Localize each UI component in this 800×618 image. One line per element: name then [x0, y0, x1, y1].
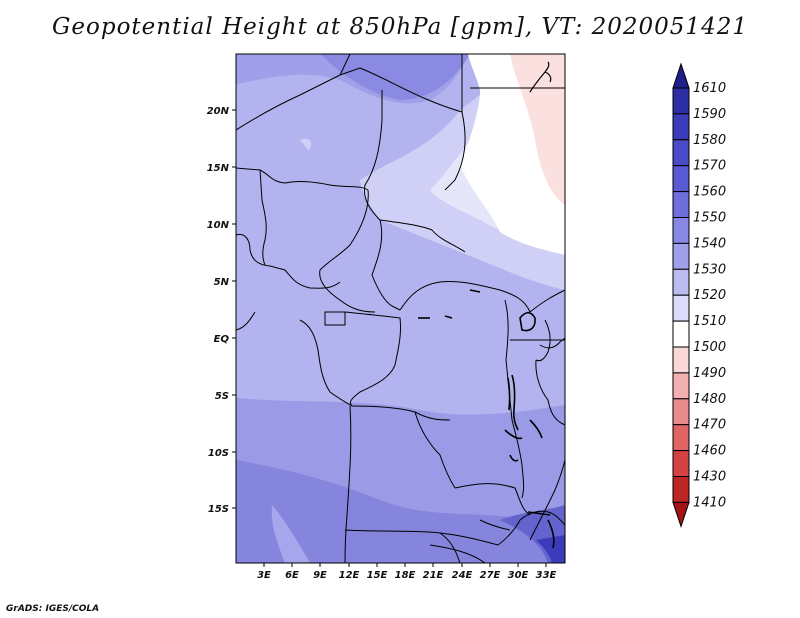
southeast-deep-low: [536, 535, 565, 563]
lon-tick-label: 30E: [508, 570, 529, 581]
colorbar-label: 1410: [693, 495, 726, 510]
colorbar: 1610 1590 1580 1570 1560 1550 1540 1530 1520 1510…: [672, 62, 726, 528]
colorbar-swatch: [672, 242, 690, 270]
lon-tick-label: 12E: [339, 570, 360, 581]
colorbar-swatch: [672, 424, 690, 452]
colorbar-swatch: [672, 398, 690, 426]
colorbar-label: 1520: [693, 288, 726, 303]
lon-tick-label: 21E: [423, 570, 444, 581]
colorbar-swatch: [672, 476, 690, 503]
lon-tick-label: 33E: [536, 570, 557, 581]
footer-credit: GrADS: IGES/COLA: [6, 604, 100, 614]
lat-axis: 20N 15N 10N 5N EQ 5S 10S 15S: [207, 106, 236, 515]
lat-tick-label: 10N: [207, 220, 230, 231]
colorbar-bottom-arrow: [672, 501, 690, 528]
colorbar-swatch: [672, 165, 690, 193]
colorbar-swatch: [672, 113, 690, 141]
lon-tick-label: 15E: [367, 570, 388, 581]
colorbar-swatch: [672, 346, 690, 374]
lon-axis: 3E 6E 9E 12E 15E 18E 21E 24E 27E 30E 33E: [257, 563, 557, 581]
colorbar-label: 1510: [693, 314, 726, 329]
lon-tick-label: 6E: [285, 570, 299, 581]
lon-tick-label: 27E: [480, 570, 501, 581]
lat-tick-label: 15S: [208, 504, 229, 515]
map-frame: [235, 53, 566, 564]
colorbar-label: 1490: [693, 366, 726, 381]
red-sea-high: [510, 54, 565, 205]
lon-tick-label: 9E: [313, 570, 327, 581]
lat-tick-label: 20N: [207, 106, 230, 117]
colorbar-label: 1500: [693, 340, 726, 355]
colorbar-swatch: [672, 217, 690, 244]
colorbar-label: 1590: [693, 107, 726, 122]
colorbar-label: 1530: [693, 262, 726, 277]
colorbar-swatch: [672, 268, 690, 296]
lon-tick-label: 3E: [257, 570, 271, 581]
map-title: Geopotential Height at 850hPa [gpm], VT:…: [52, 14, 748, 40]
colorbar-swatch: [672, 139, 690, 167]
colorbar-swatch: [672, 320, 690, 348]
lon-tick-label: 18E: [395, 570, 416, 581]
colorbar-label: 1460: [693, 444, 726, 459]
southern-low-field: [236, 460, 565, 563]
colorbar-label: 1480: [693, 392, 726, 407]
lat-tick-label: 15N: [207, 163, 230, 174]
colorbar-swatch: [672, 372, 690, 400]
north-low: [320, 54, 470, 100]
lat-tick-label: 10S: [208, 448, 229, 459]
colorbar-label: 1610: [693, 81, 726, 96]
highland-spot: [300, 138, 312, 150]
red-sea-coast: [529, 61, 552, 93]
colorbar-label: 1570: [693, 159, 726, 174]
lon-tick-label: 24E: [452, 570, 473, 581]
lakes: [418, 289, 555, 549]
colorbar-swatch: [672, 450, 690, 478]
colorbar-label: 1540: [693, 236, 726, 251]
lat-tick-label: 5S: [215, 391, 229, 402]
colorbar-swatch: [672, 87, 690, 115]
colorbar-label: 1560: [693, 185, 726, 200]
lat-tick-label: EQ: [214, 334, 230, 345]
colorbar-label: 1430: [693, 470, 726, 485]
colorbar-label: 1580: [693, 133, 726, 148]
colorbar-top-arrow: [672, 62, 690, 89]
colorbar-label: 1470: [693, 418, 726, 433]
map-panel: [235, 53, 566, 564]
colorbar-swatch: [672, 191, 690, 219]
lat-tick-label: 5N: [214, 277, 230, 288]
colorbar-swatch: [672, 294, 690, 322]
colorbar-label: 1550: [693, 211, 726, 226]
southwest-pocket: [271, 505, 310, 563]
